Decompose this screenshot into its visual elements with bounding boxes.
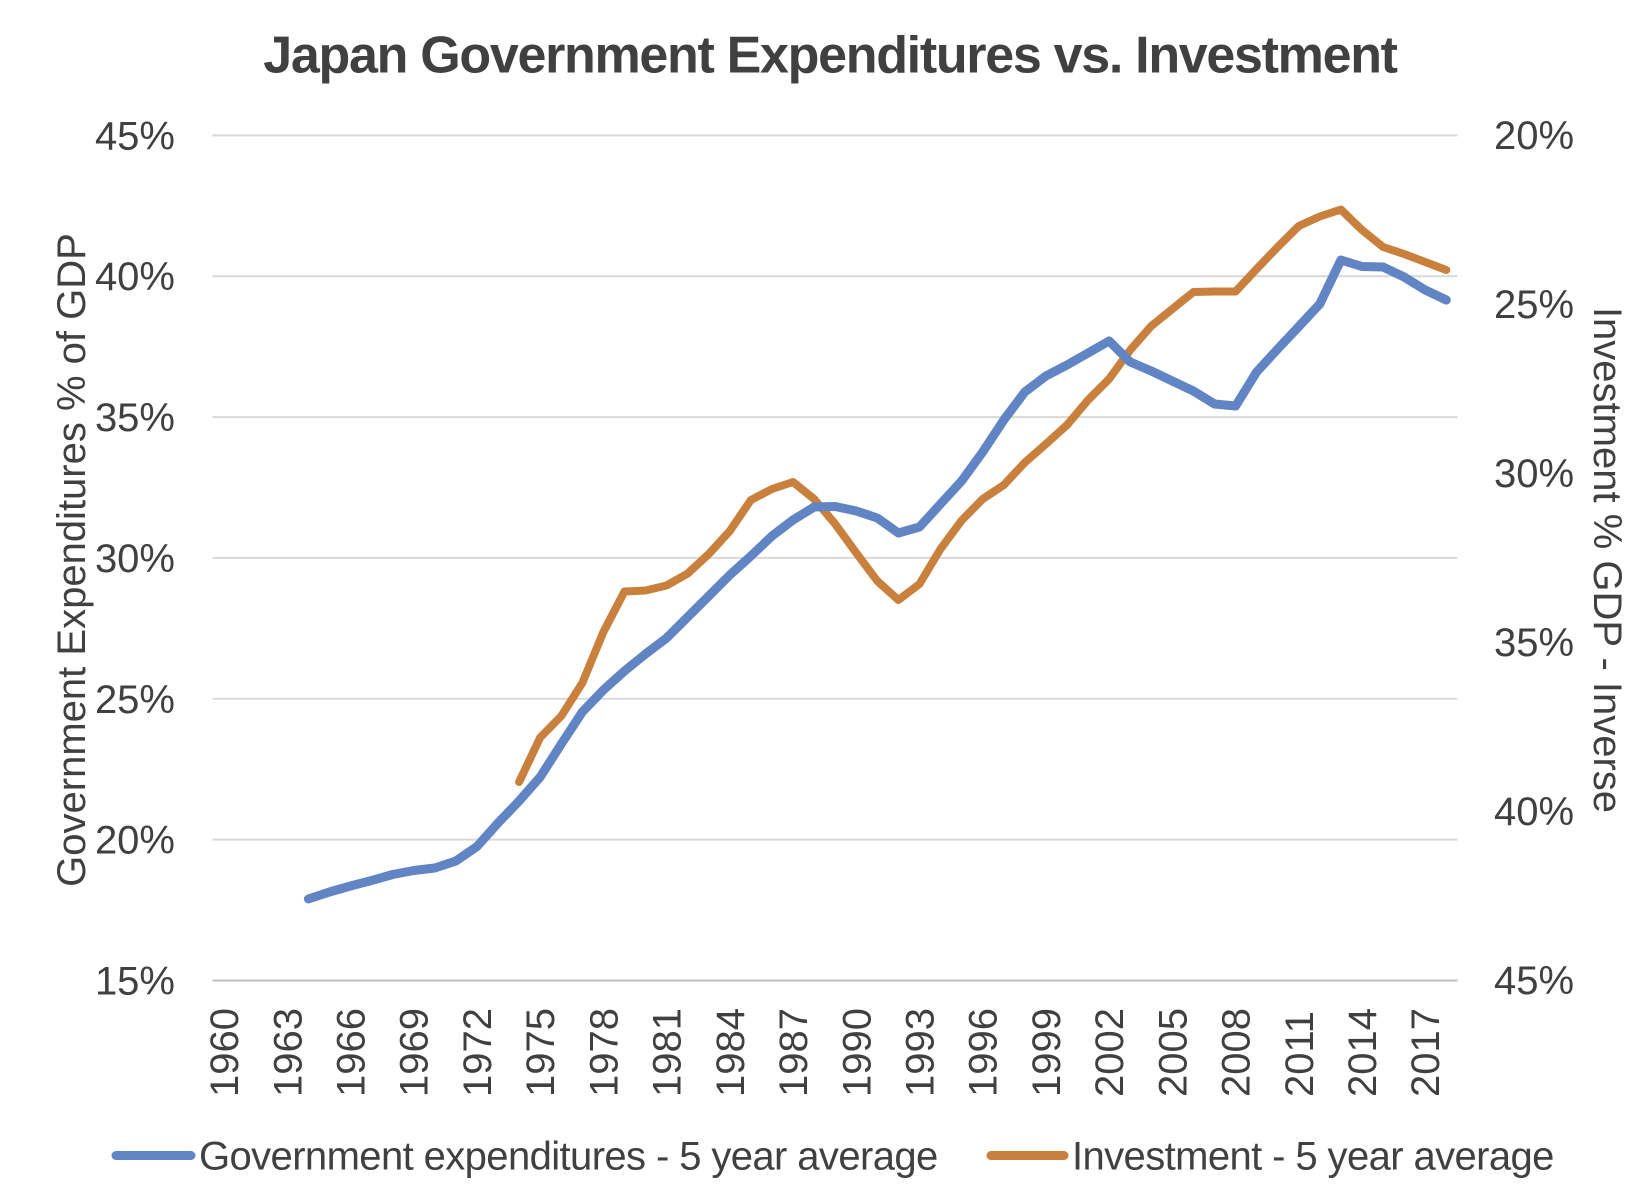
svg-text:1969: 1969 [393, 1008, 437, 1097]
svg-text:2002: 2002 [1088, 1008, 1132, 1097]
svg-text:1987: 1987 [772, 1008, 816, 1097]
svg-text:1996: 1996 [962, 1008, 1006, 1097]
svg-text:40%: 40% [1494, 790, 1574, 834]
svg-text:30%: 30% [95, 537, 175, 581]
svg-text:1981: 1981 [646, 1008, 690, 1097]
svg-text:45%: 45% [1494, 959, 1574, 1003]
svg-text:1963: 1963 [266, 1008, 310, 1097]
svg-text:Investment - 5 year average: Investment - 5 year average [1072, 1135, 1554, 1179]
svg-text:45%: 45% [95, 114, 175, 158]
svg-text:1999: 1999 [1025, 1008, 1069, 1097]
svg-text:1984: 1984 [709, 1008, 753, 1097]
svg-text:25%: 25% [1494, 283, 1574, 327]
svg-text:20%: 20% [95, 819, 175, 863]
svg-text:1975: 1975 [519, 1008, 563, 1097]
svg-text:1972: 1972 [456, 1008, 500, 1097]
svg-text:Government expenditures - 5 ye: Government expenditures - 5 year average [199, 1135, 938, 1179]
svg-text:1990: 1990 [835, 1008, 879, 1097]
svg-text:2005: 2005 [1151, 1008, 1195, 1097]
svg-text:2011: 2011 [1278, 1011, 1322, 1097]
svg-text:2014: 2014 [1341, 1008, 1385, 1097]
svg-text:Government Expenditures % of G: Government Expenditures % of GDP [50, 233, 94, 887]
svg-text:40%: 40% [95, 255, 175, 299]
svg-text:25%: 25% [95, 678, 175, 722]
svg-text:1960: 1960 [203, 1008, 247, 1097]
svg-text:20%: 20% [1494, 114, 1574, 158]
svg-text:Japan Government Expenditures: Japan Government Expenditures vs. Invest… [263, 27, 1397, 85]
svg-text:1993: 1993 [899, 1008, 943, 1097]
svg-text:15%: 15% [95, 960, 175, 1004]
svg-text:30%: 30% [1494, 452, 1574, 496]
svg-text:1966: 1966 [330, 1008, 374, 1097]
svg-text:1978: 1978 [582, 1008, 626, 1097]
svg-text:2017: 2017 [1404, 1008, 1448, 1097]
svg-text:35%: 35% [1494, 621, 1574, 665]
svg-text:35%: 35% [95, 396, 175, 440]
svg-text:Investment % GDP - Inverse: Investment % GDP - Inverse [1585, 307, 1629, 813]
svg-text:2008: 2008 [1215, 1008, 1259, 1097]
